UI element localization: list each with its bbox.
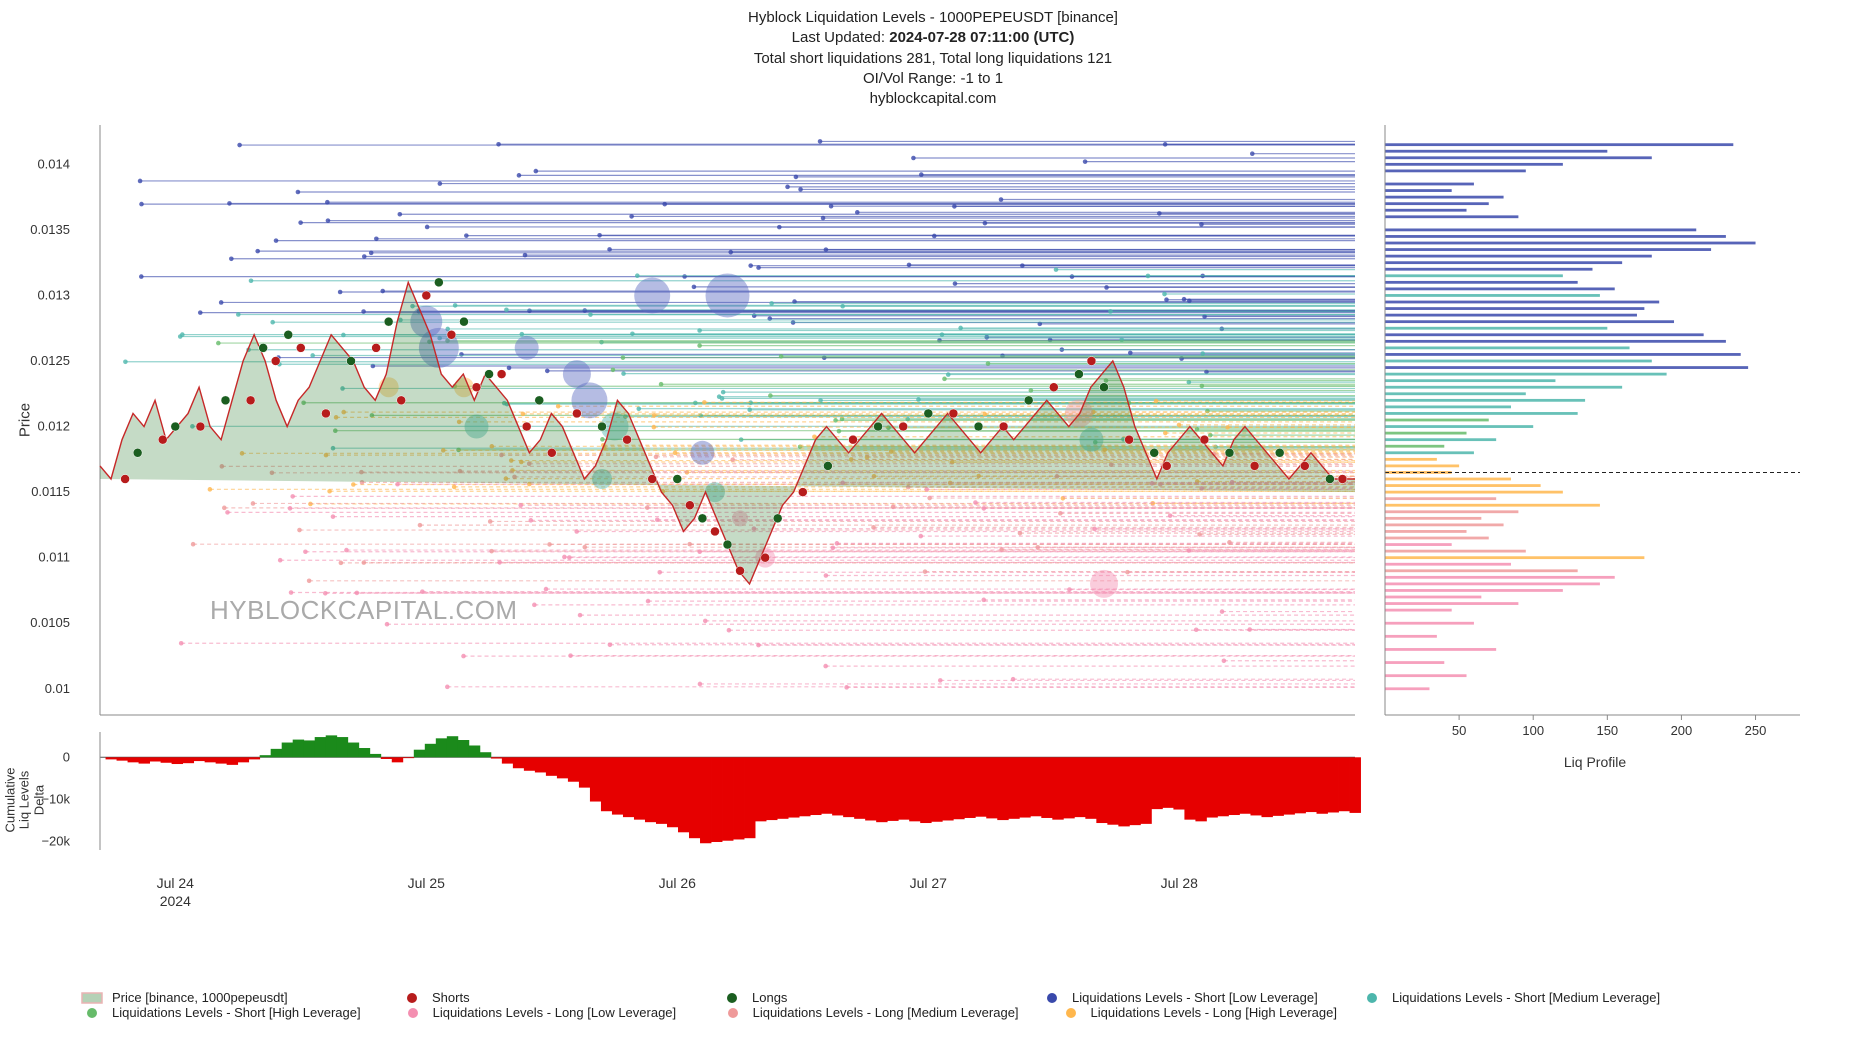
svg-text:0.0105: 0.0105 — [30, 615, 70, 630]
svg-text:0.011: 0.011 — [38, 550, 70, 565]
legend-swatch-icon — [401, 1006, 425, 1020]
legend-item[interactable]: Liquidations Levels - Short [Low Leverag… — [1040, 990, 1320, 1005]
svg-text:0.014: 0.014 — [37, 156, 70, 171]
legend-label: Liquidations Levels - Short [Medium Leve… — [1392, 990, 1660, 1005]
legend-item[interactable]: Shorts — [400, 990, 680, 1005]
header-line5: hyblockcapital.com — [0, 89, 1866, 109]
legend-label: Longs — [752, 990, 787, 1005]
main-price-panel[interactable]: Price HYBLOCKCAPITAL.COM 0.010.01050.011… — [80, 120, 1360, 720]
legend-item[interactable]: Liquidations Levels - Long [Low Leverage… — [401, 1005, 681, 1020]
legend-item[interactable]: Liquidations Levels - Short [High Levera… — [80, 1005, 361, 1020]
legend-swatch-icon — [80, 1006, 104, 1020]
legend-item[interactable]: Liquidations Levels - Short [Medium Leve… — [1360, 990, 1660, 1005]
legend-label: Liquidations Levels - Short [Low Leverag… — [1072, 990, 1318, 1005]
svg-text:50: 50 — [1452, 723, 1466, 738]
legend-swatch-icon — [1059, 1006, 1083, 1020]
svg-text:2024: 2024 — [160, 893, 191, 909]
svg-text:200: 200 — [1671, 723, 1693, 738]
header-line1: Hyblock Liquidation Levels - 1000PEPEUSD… — [0, 8, 1866, 28]
svg-text:0.0125: 0.0125 — [30, 353, 70, 368]
svg-text:0.01: 0.01 — [45, 681, 70, 696]
svg-text:0.013: 0.013 — [37, 287, 70, 302]
svg-text:250: 250 — [1745, 723, 1767, 738]
svg-text:100: 100 — [1522, 723, 1544, 738]
legend-item[interactable]: Liquidations Levels - Long [Medium Lever… — [721, 1005, 1019, 1020]
delta-axis-label: Cumulative Liq Levels Delta — [4, 730, 47, 870]
chart-area: Price HYBLOCKCAPITAL.COM 0.010.01050.011… — [80, 120, 1836, 900]
svg-text:Jul 27: Jul 27 — [910, 875, 948, 891]
liq-profile-panel[interactable]: 50100150200250 Liq Profile — [1380, 120, 1810, 720]
legend-label: Liquidations Levels - Long [High Leverag… — [1091, 1005, 1337, 1020]
svg-text:0.0135: 0.0135 — [30, 222, 70, 237]
legend-swatch-icon — [721, 1006, 745, 1020]
svg-text:Jul 24: Jul 24 — [157, 875, 195, 891]
delta-chart-svg: 0−10k−20kJul 24Jul 25Jul 26Jul 27Jul 282… — [80, 730, 1360, 870]
legend-swatch-icon — [1040, 991, 1064, 1005]
svg-text:Jul 26: Jul 26 — [659, 875, 697, 891]
price-chart-svg: 0.010.01050.0110.01150.0120.01250.0130.0… — [80, 120, 1360, 720]
legend-swatch-icon — [400, 991, 424, 1005]
legend-label: Liquidations Levels - Long [Low Leverage… — [433, 1005, 677, 1020]
header-line4: OI/Vol Range: -1 to 1 — [0, 69, 1866, 89]
liq-profile-axis-label: Liq Profile — [1564, 754, 1626, 770]
delta-panel[interactable]: Cumulative Liq Levels Delta 0−10k−20kJul… — [80, 730, 1360, 870]
header-line2: Last Updated: 2024-07-28 07:11:00 (UTC) — [0, 28, 1866, 48]
legend-swatch-icon — [1360, 991, 1384, 1005]
svg-text:Jul 25: Jul 25 — [408, 875, 446, 891]
svg-text:0.0115: 0.0115 — [31, 484, 70, 499]
svg-text:150: 150 — [1596, 723, 1618, 738]
legend-swatch-icon — [720, 991, 744, 1005]
price-axis-label: Price — [17, 403, 34, 437]
legend-item[interactable]: Liquidations Levels - Long [High Leverag… — [1059, 1005, 1339, 1020]
legend-item[interactable]: Longs — [720, 990, 1000, 1005]
watermark: HYBLOCKCAPITAL.COM — [210, 595, 518, 626]
legend-swatch-icon — [80, 991, 104, 1005]
svg-text:Jul 28: Jul 28 — [1161, 875, 1199, 891]
legend-label: Liquidations Levels - Long [Medium Lever… — [753, 1005, 1019, 1020]
svg-text:0: 0 — [63, 749, 70, 764]
liq-profile-svg: 50100150200250 — [1380, 120, 1810, 720]
legend-item[interactable]: Price [binance, 1000pepeusdt] — [80, 990, 360, 1005]
legend: Price [binance, 1000pepeusdt] Shorts Longs… — [80, 990, 1836, 1020]
legend-label: Shorts — [432, 990, 470, 1005]
header-line3: Total short liquidations 281, Total long… — [0, 49, 1866, 69]
legend-label: Price [binance, 1000pepeusdt] — [112, 990, 288, 1005]
chart-header: Hyblock Liquidation Levels - 1000PEPEUSD… — [0, 0, 1866, 109]
svg-text:0.012: 0.012 — [37, 419, 70, 434]
legend-label: Liquidations Levels - Short [High Levera… — [112, 1005, 361, 1020]
